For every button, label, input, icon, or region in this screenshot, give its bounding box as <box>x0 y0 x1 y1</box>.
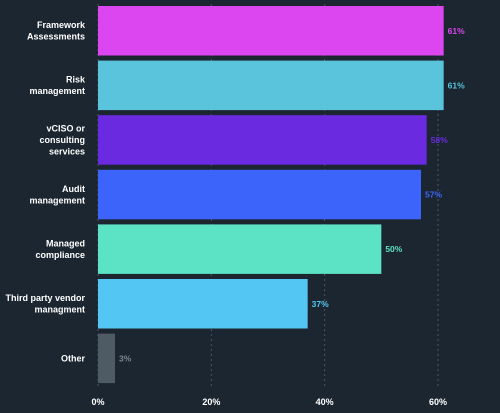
value-label-4: 50% <box>385 244 402 254</box>
value-label-6: 3% <box>119 353 132 363</box>
category-label-2: vCISO or consulting services <box>40 123 86 156</box>
category-label-4: Managed compliance <box>35 238 85 260</box>
category-label-5: Third party vendor managment <box>5 293 85 315</box>
category-label-0: Framework Assessments <box>27 20 86 42</box>
value-label-0: 61% <box>448 26 465 36</box>
bar-6 <box>98 333 115 384</box>
value-label-1: 61% <box>448 80 465 90</box>
value-label-2: 58% <box>431 135 448 145</box>
x-tick-label-1: 20% <box>202 397 220 407</box>
bar-3 <box>98 169 421 220</box>
category-label-3: Audit management <box>29 184 85 206</box>
category-label-1: Risk management <box>29 75 86 97</box>
value-label-3: 57% <box>425 190 442 200</box>
bar-4 <box>98 224 382 274</box>
value-label-5: 37% <box>312 299 329 309</box>
bar-2 <box>98 115 427 165</box>
x-tick-label-3: 60% <box>429 397 447 407</box>
bar-0 <box>98 6 444 56</box>
x-tick-label-0: 0% <box>91 397 104 407</box>
bar-1 <box>98 60 444 111</box>
x-tick-label-2: 40% <box>316 397 334 407</box>
category-label-6: Other <box>61 353 86 363</box>
bar-5 <box>98 279 308 329</box>
